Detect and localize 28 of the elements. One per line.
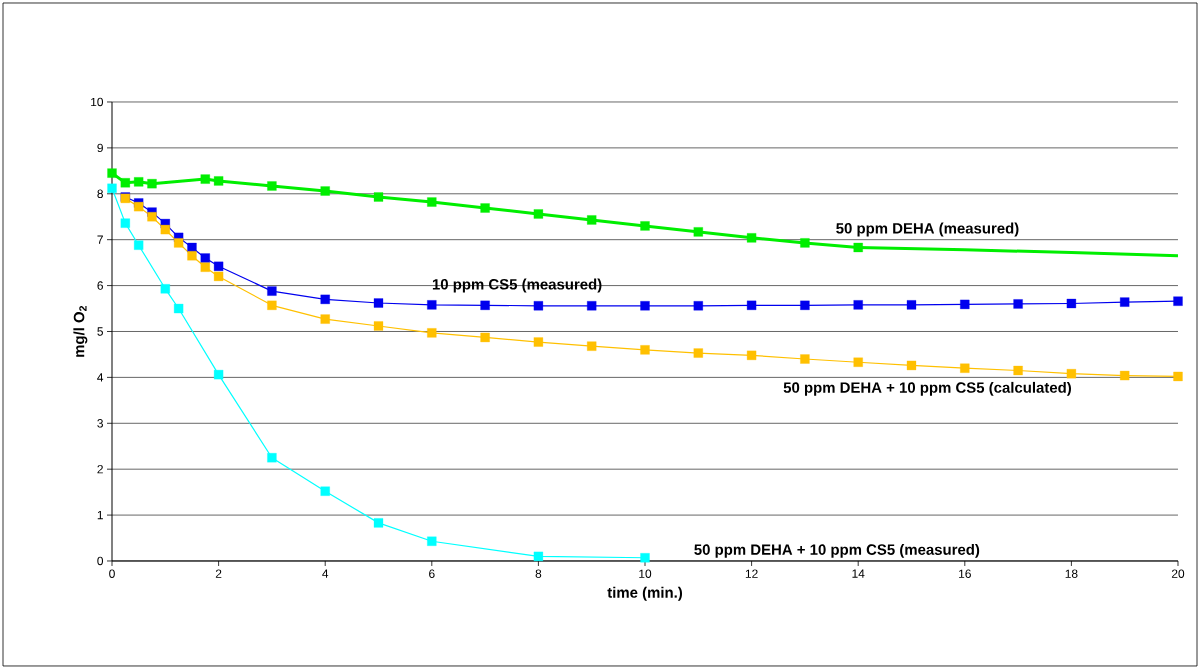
x-tick-label: 6 xyxy=(429,569,435,578)
x-tick-label: 4 xyxy=(322,569,329,578)
y-tick-label: 5 xyxy=(97,327,103,336)
x-tick-label: 18 xyxy=(1065,569,1078,578)
y-tick-label: 2 xyxy=(97,465,103,474)
x-tick-label: 8 xyxy=(535,569,542,578)
series-label: 50 ppm DEHA + 10 ppm CS5 (calculated) xyxy=(783,381,1071,396)
y-tick-label: 8 xyxy=(97,189,103,199)
x-tick-label: 0 xyxy=(109,569,115,578)
x-tick-label: 14 xyxy=(852,569,865,578)
y-tick-label: 3 xyxy=(97,419,103,428)
x-axis-title: time (min.) xyxy=(607,586,683,601)
y-tick-label: 1 xyxy=(97,510,103,520)
x-tick-label: 2 xyxy=(215,569,222,578)
x-tick-label: 20 xyxy=(1171,569,1185,578)
series-label: 50 ppm DEHA (measured) xyxy=(836,222,1019,237)
y-tick-label: 9 xyxy=(97,143,103,153)
text: 50 ppm DEHA + 10 ppm CS5 (measured) xyxy=(694,543,980,558)
x-tick-label: 10 xyxy=(639,569,652,578)
y-tick-label: 6 xyxy=(97,281,103,290)
x-tick-label: 16 xyxy=(959,569,971,578)
y-axis-title: mg/l O$_{2}$ xyxy=(73,306,88,357)
y-tick-label: 10 xyxy=(91,97,104,107)
series-label: 10 ppm CS5 (measured) xyxy=(432,278,602,293)
y-tick-label: 7 xyxy=(97,235,103,244)
y-tick-label: 4 xyxy=(97,373,104,382)
x-tick-label: 12 xyxy=(745,569,758,578)
y-tick-label: 0 xyxy=(97,556,104,566)
